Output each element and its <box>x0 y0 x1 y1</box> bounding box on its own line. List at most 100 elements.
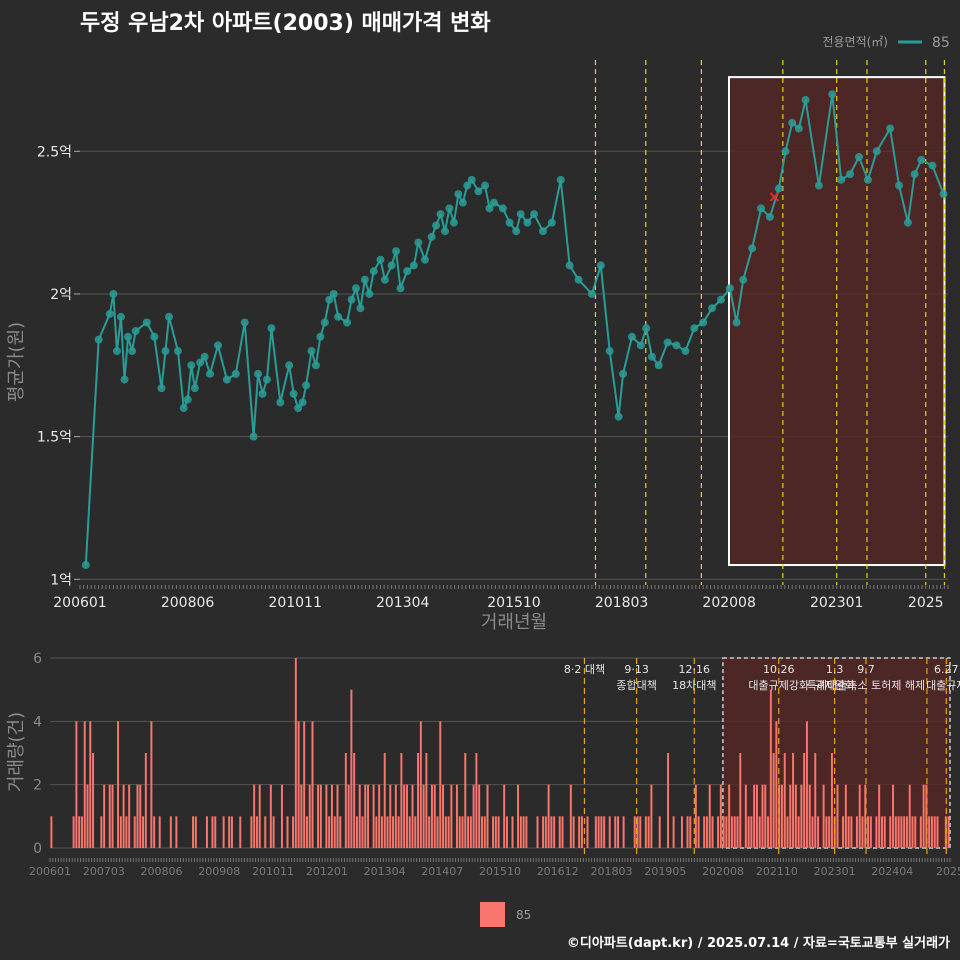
top-legend-title: 전용면적(㎡) <box>822 35 888 49</box>
volume-x-tick-label: 201905 <box>644 865 686 878</box>
volume-bar <box>428 816 431 848</box>
volume-bar <box>547 784 550 848</box>
price-point <box>458 198 467 207</box>
volume-bar <box>214 816 217 848</box>
price-line-segment <box>590 265 602 295</box>
volume-bar <box>686 816 689 848</box>
volume-bar <box>153 816 156 848</box>
policy-annotation-label: 9.7 <box>857 663 875 676</box>
price-point <box>765 212 774 221</box>
volume-bar <box>447 816 450 848</box>
price-line-segment <box>209 345 219 375</box>
price-line-segment <box>797 99 807 129</box>
volume-bar <box>458 816 461 848</box>
volume-bar <box>319 784 322 848</box>
price-point <box>596 261 605 270</box>
volume-bar <box>842 816 845 848</box>
volume-bar <box>478 784 481 848</box>
volume-bar <box>86 784 89 848</box>
volume-bar <box>717 816 720 848</box>
volume-bar <box>808 784 811 848</box>
price-point <box>396 284 405 293</box>
volume-bar <box>522 816 525 848</box>
volume-bar <box>305 816 308 848</box>
volume-bar <box>139 784 142 848</box>
volume-bar <box>72 816 75 848</box>
volume-bar <box>933 816 936 848</box>
volume-x-tick-label: 201510 <box>479 865 521 878</box>
price-point <box>347 295 356 304</box>
price-point <box>917 155 926 164</box>
volume-bar <box>800 784 803 848</box>
volume-bar <box>694 784 697 848</box>
volume-bar <box>433 784 436 848</box>
volume-bar <box>317 784 320 848</box>
policy-annotations: 8·2 대책 9·13 종합대책 12·16 18차대책 10.26 대출규제강화 1.3 규제… <box>564 663 960 692</box>
price-point <box>109 289 118 298</box>
volume-bar <box>394 784 397 848</box>
volume-bar <box>680 816 683 848</box>
volume-bar <box>864 784 867 848</box>
volume-bar <box>386 816 389 848</box>
volume-bar <box>328 816 331 848</box>
volume-bar <box>464 753 467 848</box>
price-point <box>325 295 334 304</box>
volume-y-axis-label: 거래량(건) <box>6 712 27 792</box>
price-point <box>376 255 385 264</box>
price-y-tick-label: 1.5억 <box>37 430 72 446</box>
price-line-segment <box>234 322 246 375</box>
price-point <box>672 341 681 350</box>
volume-bar <box>258 784 261 848</box>
price-point <box>240 318 249 327</box>
volume-bar <box>750 816 753 848</box>
volume-bar <box>786 816 789 848</box>
price-line-segment <box>193 362 202 389</box>
price-point <box>498 204 507 213</box>
volume-bar <box>136 784 139 848</box>
price-point <box>365 289 374 298</box>
volume-bar <box>803 753 806 848</box>
price-point <box>420 255 429 264</box>
volume-bar <box>286 816 289 848</box>
volume-bar <box>769 689 772 848</box>
price-point <box>627 332 636 341</box>
volume-bar <box>608 816 611 848</box>
price-point <box>547 218 556 227</box>
price-point <box>716 295 725 304</box>
price-x-tick-label: 201510 <box>487 595 540 611</box>
price-point <box>128 347 137 356</box>
volume-bar <box>475 753 478 848</box>
volume-bar <box>280 784 283 848</box>
volume-bar <box>439 721 442 848</box>
price-line-segment <box>112 293 118 352</box>
volume-bar <box>411 784 414 848</box>
price-point <box>427 232 436 241</box>
price-x-tick-label: 201304 <box>376 595 430 611</box>
volume-bar <box>722 816 725 848</box>
volume-bar <box>783 753 786 848</box>
volume-bar <box>205 816 208 848</box>
volume-bar <box>894 816 897 848</box>
price-point <box>307 347 316 356</box>
volume-bar <box>597 816 600 848</box>
price-x-tick-label: 201011 <box>268 595 321 611</box>
policy-annotation-label: 18차대책 <box>672 679 716 692</box>
volume-bar <box>419 721 422 848</box>
volume-bar <box>383 753 386 848</box>
price-point <box>403 267 412 276</box>
volume-bar <box>725 816 728 848</box>
volume-bar <box>919 816 922 848</box>
volume-bar <box>728 784 731 848</box>
volume-bar <box>111 784 114 848</box>
volume-x-axis: 200601 200703 200806 200908 201011 201201 2013… <box>29 858 960 878</box>
price-point <box>828 90 837 99</box>
volume-bar <box>925 784 928 848</box>
volume-bar <box>836 784 839 848</box>
price-point <box>872 147 881 156</box>
volume-bar <box>797 816 800 848</box>
price-line-segment <box>119 316 126 380</box>
volume-bar <box>586 816 589 848</box>
volume-x-tick-label: 201011 <box>252 865 294 878</box>
policy-annotation-label: 대출규제 <box>926 679 960 692</box>
price-point <box>565 261 574 270</box>
